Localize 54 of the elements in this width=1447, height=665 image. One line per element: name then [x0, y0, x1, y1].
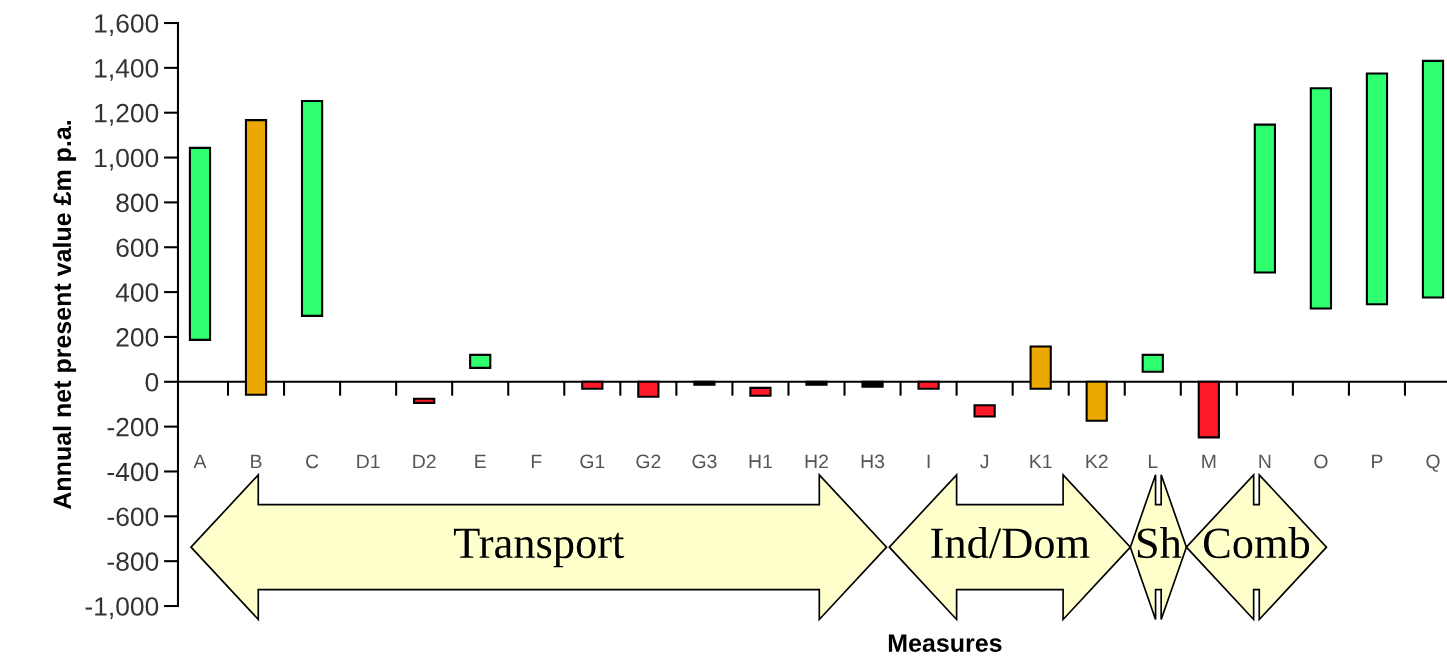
- bar: [413, 397, 436, 404]
- x-tick-label: C: [306, 454, 319, 469]
- x-tick-label: E: [475, 454, 486, 469]
- x-tick-label: O: [1314, 454, 1328, 469]
- x-tick-label: I: [927, 454, 930, 469]
- y-tick-label: 400: [115, 283, 159, 302]
- x-tick-label: B: [251, 454, 262, 469]
- x-tick-label: K2: [1086, 454, 1108, 469]
- annotation: Ind/Dom: [931, 527, 1090, 559]
- bar: [300, 100, 324, 317]
- x-tick-label: L: [1148, 454, 1158, 469]
- bar: [973, 404, 996, 418]
- bar: [749, 386, 772, 397]
- x-tick-label: J: [980, 454, 989, 469]
- x-tick-label: D2: [413, 454, 436, 469]
- y-tick-label: -1,000: [85, 597, 159, 619]
- x-tick-label: P: [1372, 454, 1383, 469]
- y-tick-label: -600: [107, 507, 159, 527]
- y-tick-label: 1,000: [95, 148, 159, 171]
- annotation: Transport: [453, 528, 625, 568]
- bar: [1421, 59, 1445, 299]
- bar: [1141, 353, 1164, 373]
- y-tick-label: 1,600: [95, 14, 159, 36]
- x-tick-label: H2: [805, 454, 828, 469]
- x-tick-label: N: [1259, 454, 1271, 469]
- x-tick-label: K1: [1030, 454, 1052, 469]
- bar: [469, 353, 492, 369]
- x-axis-title: Measures: [888, 634, 1002, 652]
- y-tick-label: 0: [145, 372, 159, 392]
- x-tick-label: G3: [692, 454, 717, 469]
- y-tick-label: 800: [116, 193, 159, 213]
- annotation: Sh: [1137, 527, 1182, 559]
- y-tick-label: 200: [116, 328, 159, 347]
- x-tick-label: H1: [749, 454, 772, 469]
- x-tick-label: G2: [636, 454, 661, 469]
- y-axis-title: Annual net present value £m p.a.: [52, 121, 77, 510]
- x-tick-label: Q: [1426, 454, 1440, 472]
- y-tick-label: -400: [107, 462, 159, 482]
- x-tick-label: H3: [861, 454, 885, 469]
- y-tick-label: 600: [116, 238, 159, 258]
- y-tick-label: 1,400: [95, 58, 159, 81]
- x-tick-label: A: [193, 454, 207, 469]
- bar: [1365, 72, 1389, 306]
- x-tick-label: G1: [580, 454, 605, 469]
- bar: [1253, 123, 1276, 274]
- y-tick-label: -800: [107, 552, 159, 571]
- y-tick-label: 1,200: [95, 103, 159, 126]
- bar: [188, 146, 212, 341]
- annotation: Comb: [1203, 527, 1310, 559]
- x-tick-label: D1: [357, 454, 380, 469]
- y-tick-label: -200: [107, 417, 159, 437]
- bar: [1309, 87, 1333, 310]
- x-tick-label: F: [531, 454, 542, 469]
- x-tick-label: M: [1202, 454, 1216, 469]
